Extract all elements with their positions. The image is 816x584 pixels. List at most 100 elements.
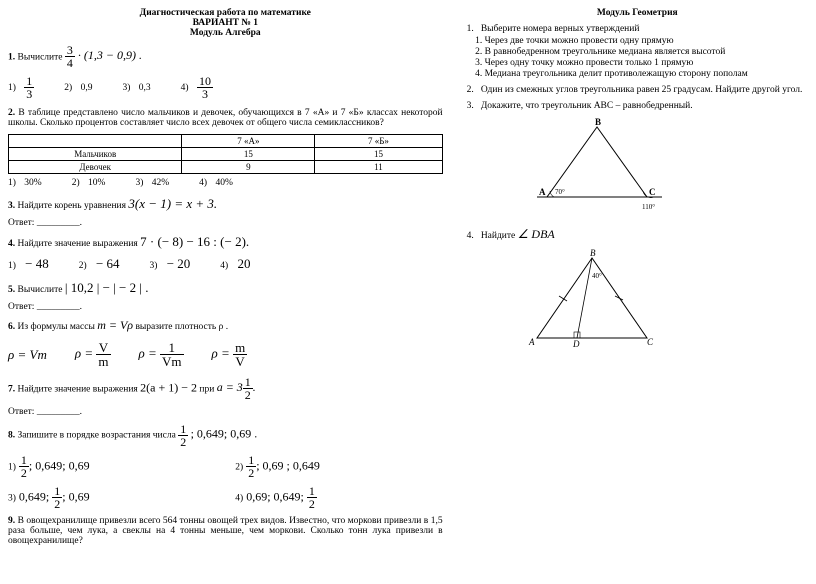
q6-f3d: Vm (160, 355, 184, 368)
geo-q3: 3. Докажите, что треугольник АВС – равно… (467, 101, 808, 111)
variant: ВАРИАНТ № 1 (8, 18, 443, 28)
geo-s1: Через две точки можно провести одну прям… (485, 36, 808, 46)
q6-formula: m = Vρ (97, 318, 133, 332)
question-5: 5. Вычислите | 10,2 | − | − 2 | . (8, 280, 443, 296)
q3-eq: 3(x − 1) = x + 3. (128, 196, 217, 211)
q1-rest: · (1,3 − 0,9) . (78, 48, 142, 62)
q6-rest: выразите плотность ρ . (135, 322, 228, 332)
q2-text: В таблице представлено число мальчиков и… (8, 108, 443, 128)
q6-f4d: V (233, 355, 247, 368)
q8-options: 1) 12; 0,649; 0,69 2) 12; 0,69 ; 0,649 3… (8, 454, 443, 510)
q8o4bd: 2 (307, 498, 317, 510)
q6-label: 6. (8, 322, 15, 332)
q8o3bd: 2 (52, 498, 62, 510)
tri1-ang2: 110° (642, 203, 655, 211)
title: Диагностическая работа по математике (8, 8, 443, 18)
triangle-2: B A C D 40° (517, 248, 667, 358)
q8o2b: ; 0,69 ; 0,649 (256, 458, 320, 472)
q1-opt3: 0,3 (139, 83, 151, 93)
q2-opt1: 30% (24, 178, 41, 188)
q1-label: 1. (8, 52, 15, 62)
question-6: 6. Из формулы массы m = Vρ выразите плот… (8, 318, 443, 333)
module-geometry: Модуль Геометрия (467, 8, 808, 18)
q8o1d: 2 (19, 467, 29, 479)
q8o4a: 0,69; 0,649; (246, 489, 307, 503)
q7-prompt: Найдите значение выражения (18, 384, 138, 394)
q4-prompt: Найдите значение выражения (18, 239, 138, 249)
question-1: 1. Вычислите 34 · (1,3 − 0,9) . (8, 44, 443, 69)
question-4: 4. Найдите значение выражения 7 · (− 8) … (8, 234, 443, 250)
q8o3c: ; 0,69 (62, 489, 89, 503)
q7-expr: 2(a + 1) − 2 (140, 380, 197, 394)
q5-prompt: Вычислите (18, 285, 63, 295)
geo-q4-label: 4. (467, 231, 474, 241)
q8-prompt: Запишите в порядке возрастания числа (18, 431, 176, 441)
q4-opt4: 20 (237, 256, 250, 271)
q1-opt4-d: 3 (197, 88, 213, 100)
q6-prompt: Из формулы массы (18, 322, 95, 332)
geo-q3-label: 3. (467, 101, 474, 111)
q1-prompt: Вычислите (18, 52, 63, 62)
q4-expr: 7 · (− 8) − 16 : (− 2). (140, 234, 249, 249)
geo-q4-prompt: Найдите (481, 231, 515, 241)
tri1-B: B (595, 117, 601, 127)
question-3: 3. Найдите корень уравнения 3(x − 1) = x… (8, 196, 443, 212)
q2-r1b: 15 (315, 148, 442, 161)
module-algebra: Модуль Алгебра (8, 28, 443, 38)
q2-opt3: 42% (152, 178, 169, 188)
tri1-ang1: 70° (555, 188, 565, 196)
geo-q2-label: 2. (467, 85, 474, 95)
geo-q1: 1. Выберите номера верных утверждений Че… (467, 24, 808, 79)
q1-opt2: 0,9 (81, 83, 93, 93)
triangle-1: B A C 70° 110° (527, 117, 667, 217)
tri2-A: A (528, 337, 535, 347)
q2-opt4: 40% (215, 178, 232, 188)
geo-s3: Через одну точку можно провести только 1… (485, 58, 808, 68)
geo-q2-text: Один из смежных углов треугольника равен… (481, 85, 803, 95)
q3-label: 3. (8, 201, 15, 211)
q2-label: 2. (8, 108, 15, 118)
question-2: 2. В таблице представлено число мальчико… (8, 108, 443, 128)
tri1-A: A (539, 187, 546, 197)
geo-q3-text: Докажите, что треугольник АВС – равнобед… (481, 101, 693, 111)
q2-options: 1) 30% 2) 10% 3) 42% 4) 40% (8, 178, 443, 188)
q1-opt1-d: 3 (24, 88, 34, 100)
q8o2d: 2 (246, 467, 256, 479)
q6-f4n: m (233, 341, 247, 355)
geo-angle: ∠ DBA (518, 227, 555, 241)
q6-options: ρ = Vm ρ = Vm ρ = 1Vm ρ = mV (8, 341, 443, 368)
geo-q2: 2. Один из смежных углов треугольника ра… (467, 85, 808, 95)
question-8: 8. Запишите в порядке возрастания числа … (8, 423, 443, 448)
q9-text: В овощехранилище привезли всего 564 тонн… (8, 516, 443, 546)
q4-options: 1) − 48 2) − 64 3) − 20 4) 20 (8, 256, 443, 272)
q2-opt2: 10% (88, 178, 105, 188)
q1-den: 4 (65, 57, 75, 69)
q2-r2b: 11 (315, 161, 442, 174)
q7-dot: . (253, 380, 256, 394)
q2-r2a: 9 (182, 161, 315, 174)
q7-label: 7. (8, 384, 15, 394)
q7-aeq: a = 3 (217, 380, 243, 394)
q2-th1: 7 «А» (182, 135, 315, 148)
q6-f1: ρ = Vm (8, 347, 47, 363)
geo-q1-label: 1. (467, 24, 474, 34)
q1-options: 1) 13 2) 0,9 3) 0,3 4) 103 (8, 75, 443, 100)
q3-answer: Ответ: _________. (8, 218, 443, 228)
tri2-D: D (572, 339, 580, 349)
q5-label: 5. (8, 285, 15, 295)
tri1-C: C (649, 187, 656, 197)
q6-f2n: V (96, 341, 110, 355)
geo-s4: Медиана треугольника делит противолежащу… (485, 69, 808, 79)
q2-r1-label: Мальчиков (9, 148, 182, 161)
geo-q1-list: Через две точки можно провести одну прям… (467, 36, 808, 79)
q8o3a: 0,649; (19, 489, 52, 503)
q8o1b: ; 0,649; 0,69 (29, 458, 90, 472)
geo-q1-prompt: Выберите номера верных утверждений (481, 24, 640, 34)
question-7: 7. Найдите значение выражения 2(a + 1) −… (8, 376, 443, 401)
q6-f3n: 1 (160, 341, 184, 355)
q2-th2: 7 «Б» (315, 135, 442, 148)
q8-rest: ; 0,649; 0,69 . (191, 427, 258, 441)
q6-f2d: m (96, 355, 110, 368)
tri2-ang: 40° (592, 272, 602, 280)
q2-r1a: 15 (182, 148, 315, 161)
